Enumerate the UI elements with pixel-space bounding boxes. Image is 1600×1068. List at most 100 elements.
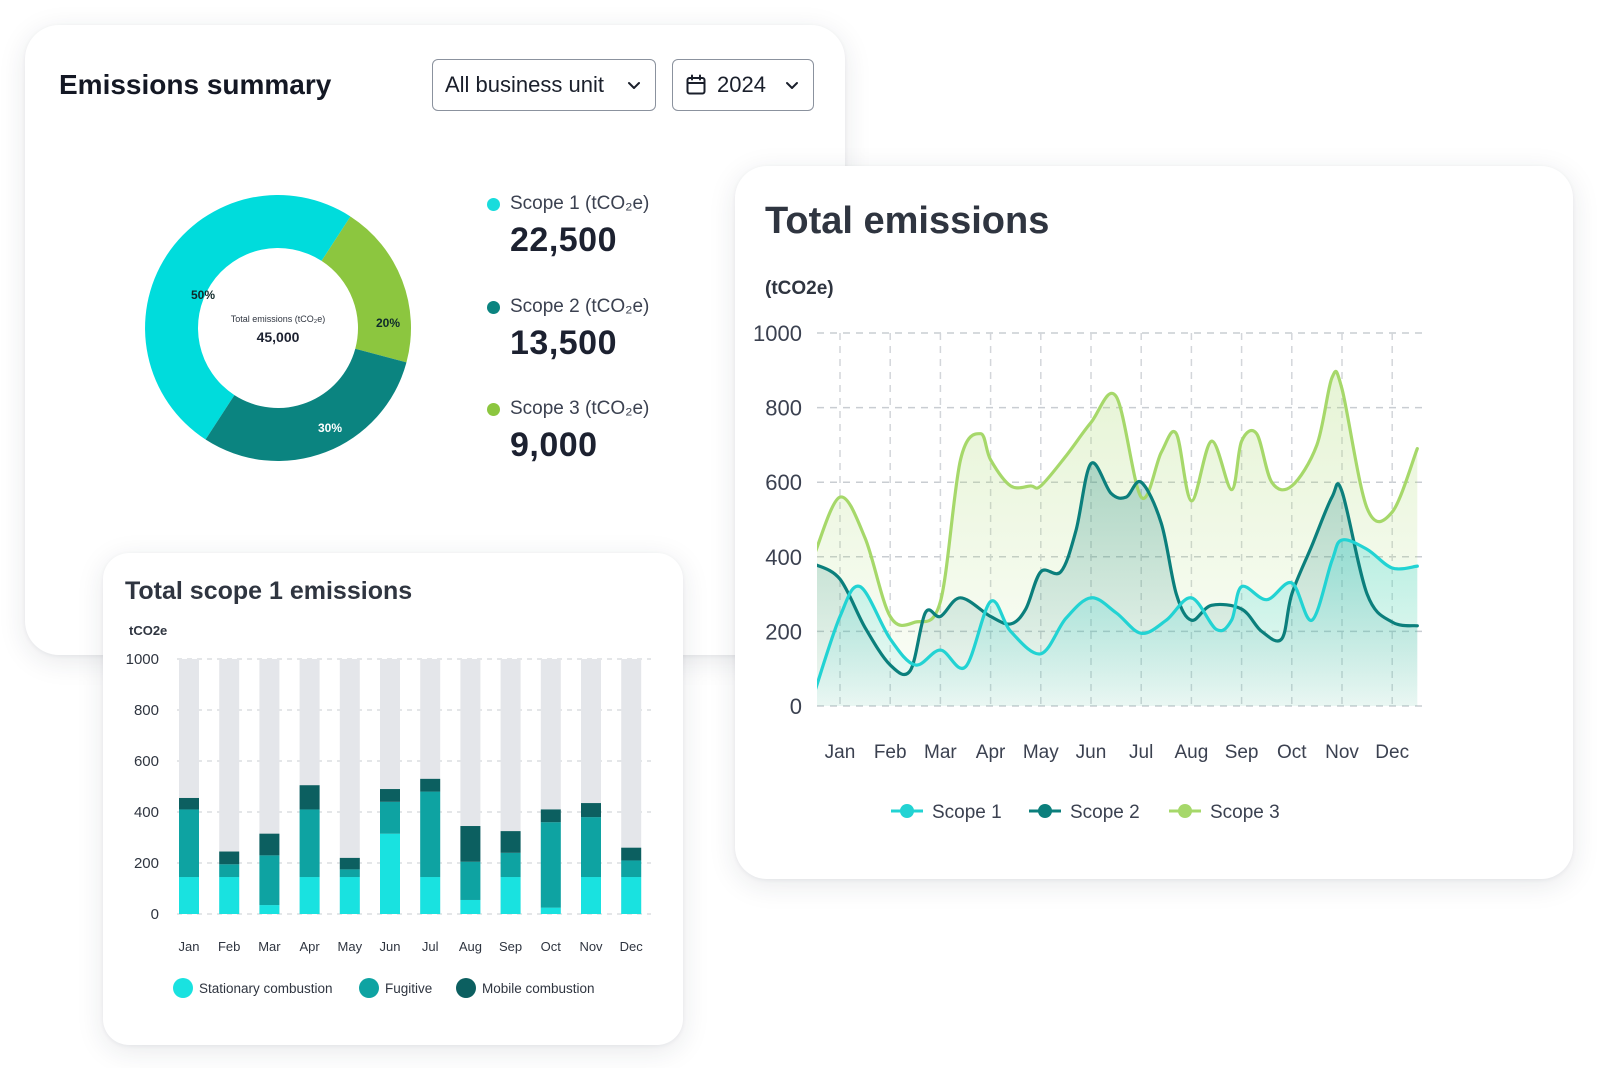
bar-segment-mobile-combustion [540, 809, 561, 823]
x-tick-label: Aug [1174, 742, 1208, 763]
legend-dot-icon [456, 978, 476, 998]
bar-segment-mobile-combustion [380, 789, 400, 802]
bar-segment-fugitive [219, 864, 240, 878]
y-tick-label: 400 [765, 545, 802, 570]
scope2-label: Scope 2 (tCO₂e) [510, 296, 650, 317]
x-tick-label: Dec [1375, 742, 1409, 763]
bar-segment-mobile-combustion [460, 826, 481, 862]
bar-segment-stationary-combustion [581, 877, 601, 914]
x-tick-label: Aug [459, 939, 482, 954]
x-tick-label: Jul [422, 939, 439, 954]
legend-label: Scope 3 [1210, 802, 1280, 823]
legend-marker-icon [1038, 804, 1052, 818]
emissions-summary-card: Emissions summary All business unit 2024… [25, 25, 845, 655]
x-tick-label: Sep [499, 939, 522, 954]
bar-segment-stationary-combustion [380, 833, 400, 914]
y-tick-label: 600 [765, 470, 802, 495]
legend-label: Stationary combustion [199, 981, 333, 996]
y-tick-label: 600 [134, 753, 159, 770]
legend-label: Mobile combustion [482, 981, 595, 996]
legend-item-mobile-combustion: Mobile combustion [456, 978, 595, 998]
donut-slice-scope-3 [321, 216, 412, 363]
bar-segment-fugitive [179, 809, 199, 878]
x-tick-label: Dec [620, 939, 644, 954]
donut-chart: 50% 30% 20% Total emissions (tCO₂e) 45,0… [145, 195, 412, 461]
scope1-value: 22,500 [510, 221, 617, 259]
x-tick-label: Jul [1129, 742, 1153, 763]
y-tick-label: 1000 [126, 651, 159, 668]
x-tick-label: Jun [1076, 742, 1107, 763]
chevron-down-icon [628, 82, 640, 89]
summary-title: Emissions summary [59, 69, 332, 100]
legend-dot-icon [359, 978, 379, 998]
chevron-down-icon [786, 82, 798, 89]
bar-segment-fugitive [259, 855, 280, 906]
series-line-scope-3 [817, 369, 1419, 628]
year-dropdown-label: 2024 [717, 72, 766, 97]
bar-segment-stationary-combustion [179, 877, 199, 914]
x-tick-label: May [1023, 742, 1059, 763]
y-tick-label: 800 [765, 396, 802, 421]
legend-item-fugitive: Fugitive [359, 978, 432, 998]
donut-slice-label: 20% [376, 316, 400, 330]
x-tick-label: Jun [380, 939, 401, 954]
x-tick-label: Jan [179, 939, 200, 954]
total-emissions-card: Total emissions (tCO2e) 0 200 400 600 800 100… [735, 166, 1573, 879]
series-line-scope-2 [817, 461, 1419, 677]
bar-background [339, 659, 360, 914]
bar-segment-mobile-combustion [179, 797, 199, 810]
y-tick-label: 800 [134, 702, 159, 719]
scope3-label: Scope 3 (tCO₂e) [510, 398, 650, 419]
bar-segment-mobile-combustion [500, 831, 521, 853]
bar-segment-mobile-combustion [420, 778, 441, 792]
bar-segment-mobile-combustion [259, 833, 280, 856]
x-tick-label: Sep [1225, 742, 1259, 763]
series-area-scope-1 [817, 539, 1418, 706]
y-tick-label: 1000 [753, 321, 802, 346]
business-unit-dropdown-label: All business unit [445, 72, 604, 97]
x-tick-label: Apr [299, 939, 320, 954]
legend-marker-icon [1178, 804, 1192, 818]
bar-segment-fugitive [420, 791, 441, 878]
bar-segment-fugitive [380, 801, 400, 834]
donut-center-label: Total emissions (tCO₂e) [231, 314, 326, 324]
x-tick-label: Mar [924, 742, 957, 763]
scope1-chart-title: Total scope 1 emissions [125, 577, 413, 605]
bar-segment-fugitive [299, 809, 320, 878]
scope1-legend: Scope 1 (tCO₂e) 22,500 [487, 193, 649, 260]
x-tick-label: Feb [874, 742, 907, 763]
bar-segment-mobile-combustion [339, 857, 360, 870]
legend-label: Scope 2 [1070, 802, 1140, 823]
bar-segment-stationary-combustion [500, 877, 521, 914]
x-tick-label: Nov [1325, 742, 1359, 763]
line-chart: 0 200 400 600 800 1000 Jan Feb Mar Apr May Jun Jul Au… [753, 321, 1425, 823]
x-tick-label: May [338, 939, 363, 954]
x-tick-label: Jan [825, 742, 856, 763]
x-tick-label: Oct [1277, 742, 1307, 763]
legend-label: Fugitive [385, 981, 432, 996]
legend-marker-icon [900, 804, 914, 818]
scope1-emissions-card: Total scope 1 emissions tCO2e 0 200 400 600… [103, 553, 683, 1045]
x-tick-label: Mar [258, 939, 281, 954]
bar-segment-stationary-combustion [299, 877, 320, 914]
bar-segment-fugitive [581, 817, 601, 878]
bar-segment-mobile-combustion [621, 847, 642, 861]
total-emissions-title: Total emissions [765, 200, 1050, 242]
x-tick-label: Feb [218, 939, 240, 954]
calendar-icon [686, 74, 706, 95]
scope3-dot [487, 402, 500, 416]
donut-center-value: 45,000 [257, 329, 300, 345]
x-tick-label: Oct [541, 939, 562, 954]
bar-segment-stationary-combustion [420, 877, 441, 914]
bar-segment-fugitive [339, 869, 360, 878]
business-unit-dropdown[interactable]: All business unit [432, 59, 656, 111]
scope1-label: Scope 1 (tCO₂e) [510, 193, 650, 214]
year-dropdown[interactable]: 2024 [672, 59, 814, 111]
bar-segment-mobile-combustion [219, 851, 240, 865]
scope2-legend: Scope 2 (tCO₂e) 13,500 [487, 296, 649, 363]
bar-segment-stationary-combustion [339, 877, 360, 914]
x-tick-label: Nov [579, 939, 603, 954]
bar-segment-stationary-combustion [460, 899, 481, 914]
bar-segment-stationary-combustion [621, 877, 642, 914]
bar-segment-fugitive [500, 852, 521, 878]
